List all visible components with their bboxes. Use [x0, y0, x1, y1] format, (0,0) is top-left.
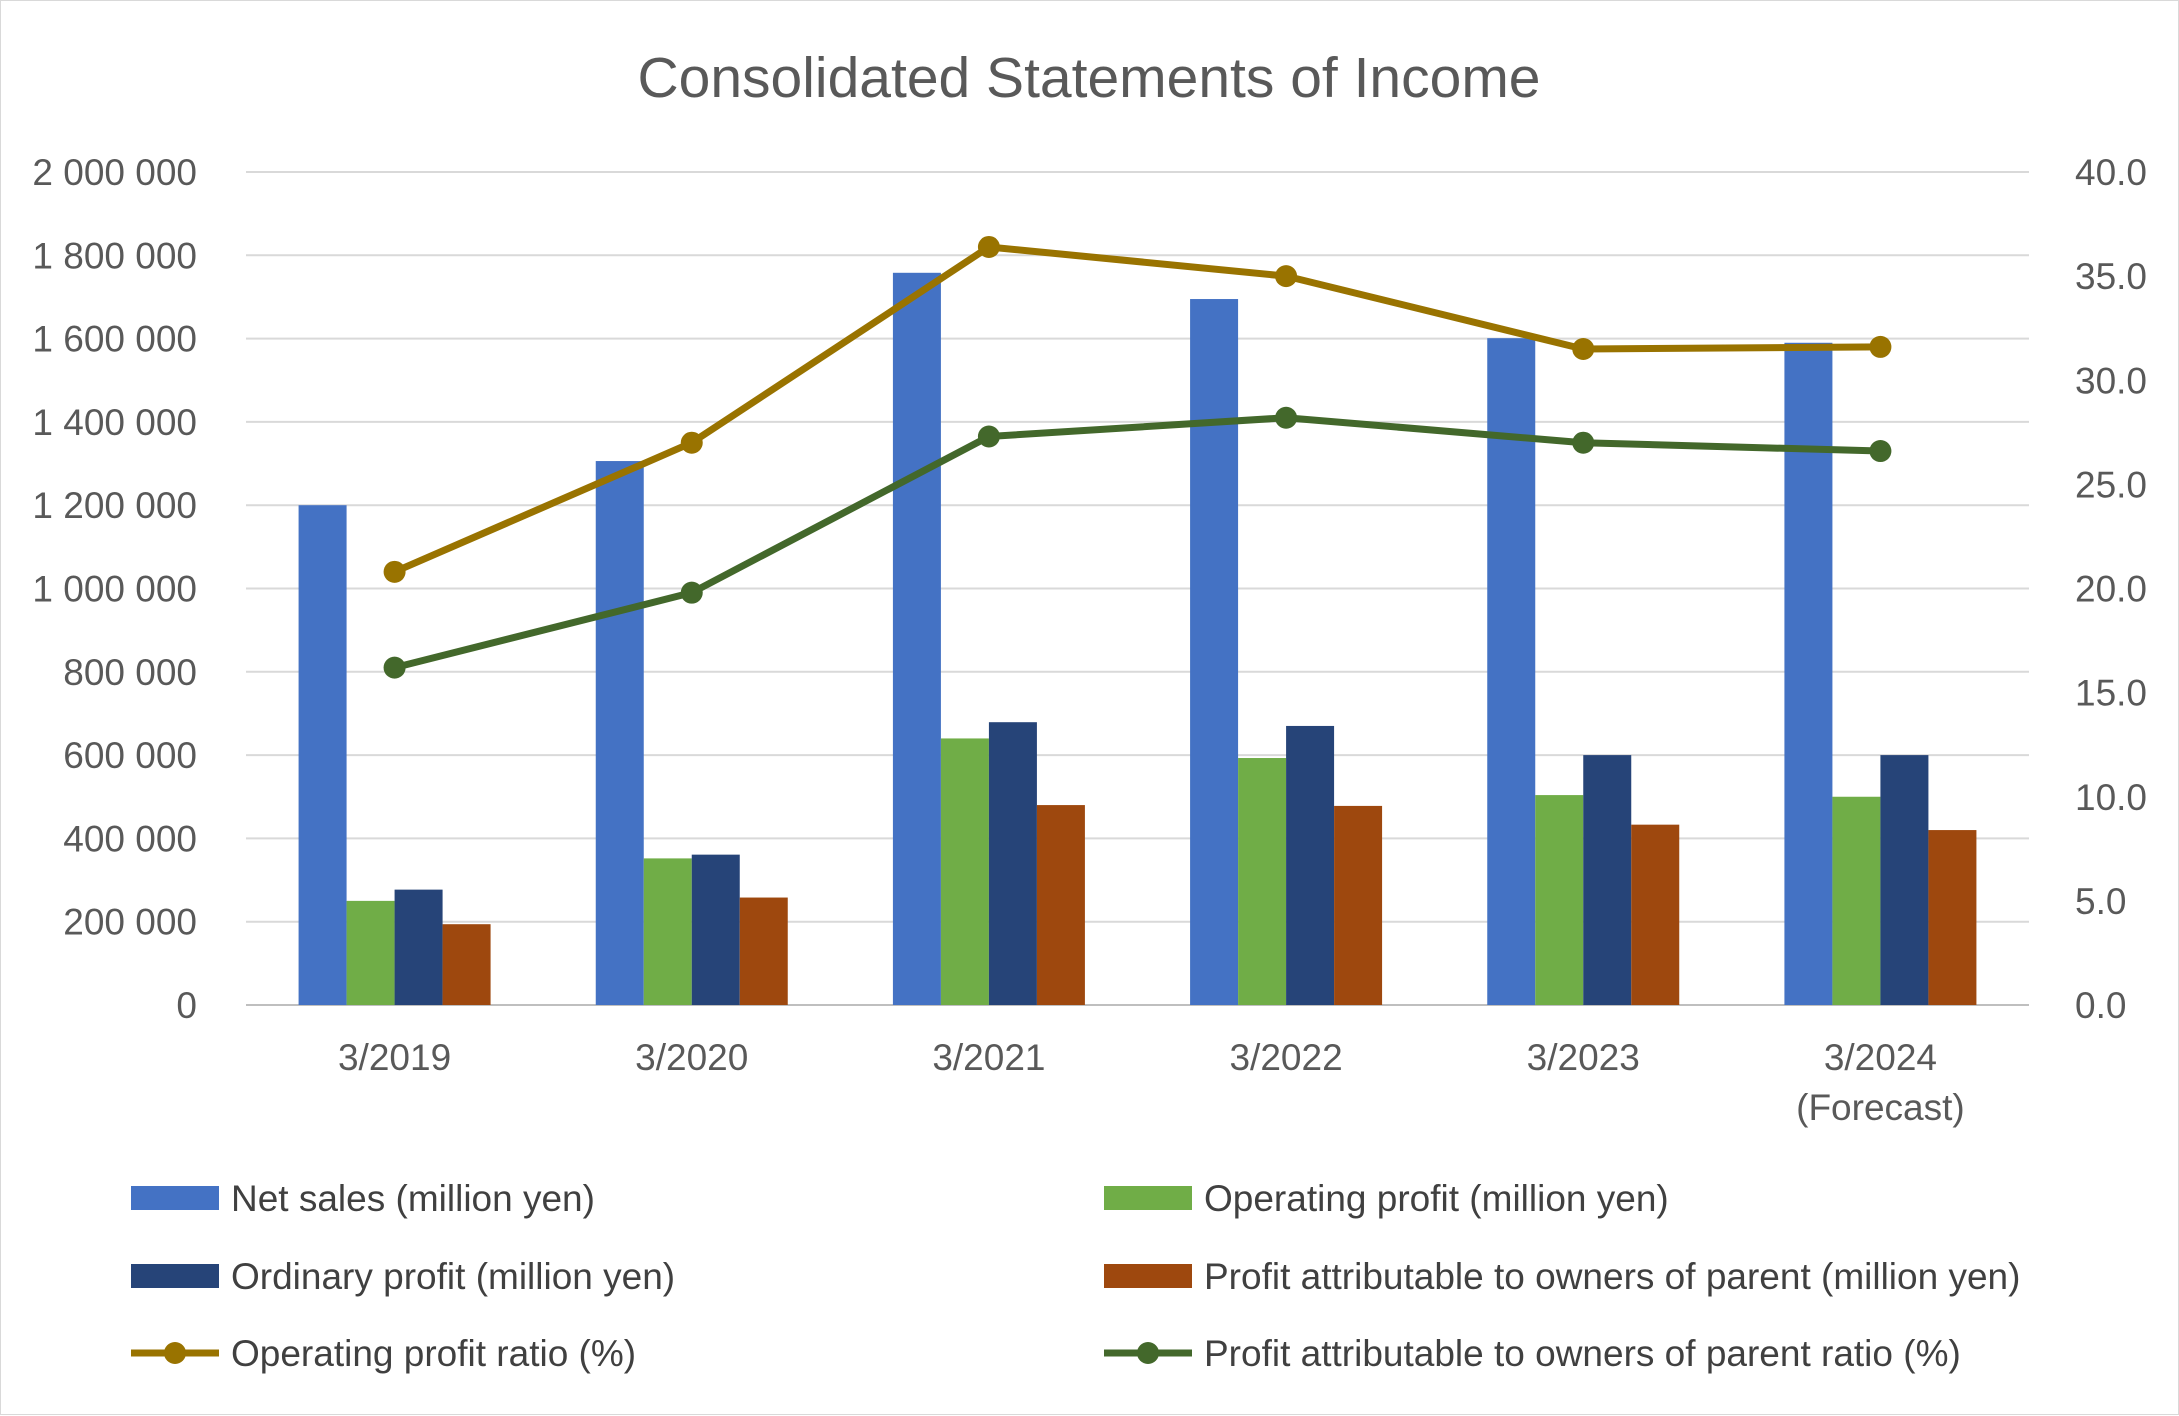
legend-label: Profit attributable to owners of parent … — [1204, 1333, 1961, 1374]
left-y-tick-label: 1 000 000 — [32, 569, 197, 610]
left-y-tick-label: 800 000 — [63, 652, 197, 693]
line-point-2 — [680, 581, 703, 604]
line-point-1 — [1572, 338, 1595, 361]
bar-1 — [892, 272, 941, 1006]
line-point-2 — [1572, 431, 1595, 454]
x-tick-label: 3/2020 — [635, 1037, 748, 1078]
line-series-2 — [391, 414, 1884, 672]
left-y-tick-label: 1 400 000 — [32, 402, 197, 443]
gridlines — [246, 171, 2029, 1006]
x-tick-label: 3/2019 — [338, 1037, 451, 1078]
left-y-tick-label: 2 000 000 — [32, 152, 197, 193]
legend-label: Net sales (million yen) — [231, 1178, 595, 1219]
right-y-tick-label: 15.0 — [2075, 673, 2147, 714]
left-y-tick-label: 1 600 000 — [32, 319, 197, 360]
line-series-1 — [391, 243, 1884, 576]
right-y-tick-label: 40.0 — [2075, 152, 2147, 193]
x-tick-label: 3/2022 — [1229, 1037, 1342, 1078]
line-point-2 — [383, 656, 406, 679]
bar-1 — [298, 505, 347, 1005]
bar-1 — [595, 461, 644, 1005]
bar-3 — [988, 722, 1037, 1005]
line-point-1 — [680, 431, 703, 454]
line-series-group — [383, 235, 1892, 679]
legend-marker — [164, 1342, 186, 1364]
bar-2 — [1238, 758, 1287, 1005]
bar-3 — [394, 889, 443, 1005]
left-y-axis: 0 200 000 400 000 600 000 800 000 1 000 000 1 … — [32, 152, 197, 1026]
bar-4 — [442, 924, 491, 1005]
right-y-tick-label: 25.0 — [2075, 464, 2147, 505]
legend-swatch — [131, 1264, 219, 1288]
line-point-2 — [1275, 406, 1298, 429]
right-y-tick-label: 30.0 — [2075, 360, 2147, 401]
legend-swatch — [1104, 1186, 1192, 1210]
left-y-tick-label: 400 000 — [63, 818, 197, 859]
legend-swatch — [131, 1186, 219, 1210]
legend: Net sales (million yen) Operating profit … — [131, 1178, 2020, 1374]
bar-2 — [643, 858, 692, 1005]
bar-series-group — [298, 272, 1977, 1006]
right-y-tick-label: 10.0 — [2075, 777, 2147, 818]
bar-2 — [940, 738, 989, 1005]
legend-swatch — [1104, 1264, 1192, 1288]
bar-3 — [1583, 755, 1632, 1005]
legend-label: Operating profit ratio (%) — [231, 1333, 636, 1374]
right-y-axis: 0.0 5.0 10.0 15.0 20.0 25.0 30.0 35.0 40.0 — [2075, 152, 2147, 1026]
chart-title: Consolidated Statements of Income — [637, 46, 1540, 110]
bar-4 — [1928, 830, 1977, 1005]
legend-label: Operating profit (million yen) — [1204, 1178, 1669, 1219]
left-y-tick-label: 600 000 — [63, 735, 197, 776]
right-y-tick-label: 20.0 — [2075, 569, 2147, 610]
right-y-tick-label: 35.0 — [2075, 256, 2147, 297]
x-tick-label: 3/2024 — [1824, 1037, 1937, 1078]
bar-2 — [1535, 795, 1584, 1005]
left-y-tick-label: 0 — [176, 985, 197, 1026]
x-tick-label: 3/2021 — [932, 1037, 1045, 1078]
bar-3 — [1880, 755, 1929, 1005]
right-y-tick-label: 0.0 — [2075, 985, 2126, 1026]
line-point-2 — [977, 425, 1000, 448]
legend-marker — [1137, 1342, 1159, 1364]
bar-3 — [691, 854, 740, 1005]
bar-1 — [1784, 342, 1833, 1005]
line-point-1 — [977, 235, 1000, 258]
left-y-tick-label: 1 200 000 — [32, 485, 197, 526]
bar-4 — [739, 897, 788, 1005]
bar-4 — [1631, 824, 1680, 1005]
line-point-1 — [1869, 335, 1892, 358]
bar-1 — [1190, 299, 1239, 1006]
x-tick-label: 3/2023 — [1527, 1037, 1640, 1078]
left-y-tick-label: 200 000 — [63, 902, 197, 943]
legend-label: Profit attributable to owners of parent … — [1204, 1256, 2020, 1297]
right-y-tick-label: 5.0 — [2075, 881, 2126, 922]
legend-label: Ordinary profit (million yen) — [231, 1256, 675, 1297]
bar-2 — [1832, 796, 1881, 1005]
bar-4 — [1036, 805, 1085, 1005]
line-point-1 — [383, 560, 406, 583]
line-point-2 — [1869, 440, 1892, 463]
bar-3 — [1286, 725, 1335, 1005]
x-axis: 3/2019 3/2020 3/2021 3/2022 3/2023 3/2024 (For… — [338, 1037, 1965, 1128]
left-y-tick-label: 1 800 000 — [32, 235, 197, 276]
bar-2 — [346, 900, 395, 1005]
bar-1 — [1487, 338, 1536, 1006]
bar-4 — [1334, 805, 1383, 1005]
x-tick-label: (Forecast) — [1796, 1087, 1965, 1128]
line-point-1 — [1275, 265, 1298, 288]
